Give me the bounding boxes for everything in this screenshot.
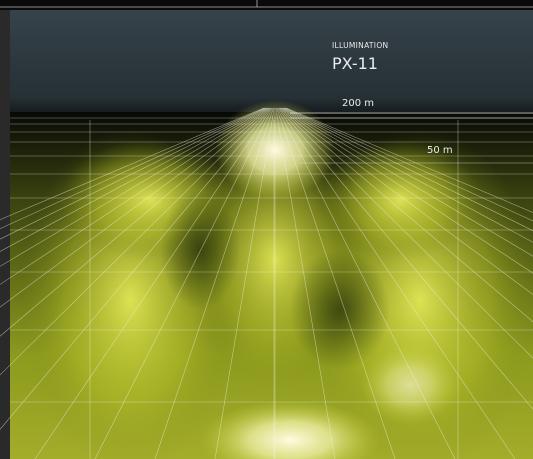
- grid-line: [277, 107, 456, 459]
- product-label: ILLUMINATION: [332, 41, 388, 50]
- grid-line: [283, 107, 533, 243]
- grid-line: [0, 107, 271, 376]
- grid-line: [0, 107, 266, 240]
- grid-line: [281, 107, 533, 295]
- light-pattern: [20, 100, 533, 459]
- grid-line: [0, 107, 268, 285]
- grid-line: [0, 107, 268, 267]
- grid-line: [282, 107, 533, 274]
- grid-line: [154, 107, 274, 459]
- grid-line: [94, 107, 273, 459]
- grid-line: [286, 107, 533, 213]
- grid-line: [0, 107, 272, 430]
- grid-line: [285, 107, 533, 222]
- grid-line: [0, 107, 270, 337]
- grid-line: [0, 107, 265, 230]
- left-border: [0, 10, 10, 459]
- distance-label: 200 m: [342, 98, 374, 109]
- product-title: PX-11: [332, 54, 378, 73]
- grid-line: [0, 107, 264, 221]
- distance-label: 50 m: [427, 145, 453, 156]
- grid-line: [278, 107, 533, 410]
- grid-line: [0, 107, 269, 308]
- grid-line: [275, 107, 336, 459]
- grid-line: [276, 107, 396, 459]
- grid-line: [279, 107, 533, 359]
- grid-line: [277, 107, 516, 459]
- grid-line: [34, 107, 273, 459]
- grid-line: [280, 107, 533, 323]
- grid-line: [284, 107, 533, 232]
- top-bar: [0, 0, 533, 10]
- grid-line: [0, 107, 267, 252]
- grid-line: [214, 107, 275, 459]
- grid-line: [282, 107, 533, 257]
